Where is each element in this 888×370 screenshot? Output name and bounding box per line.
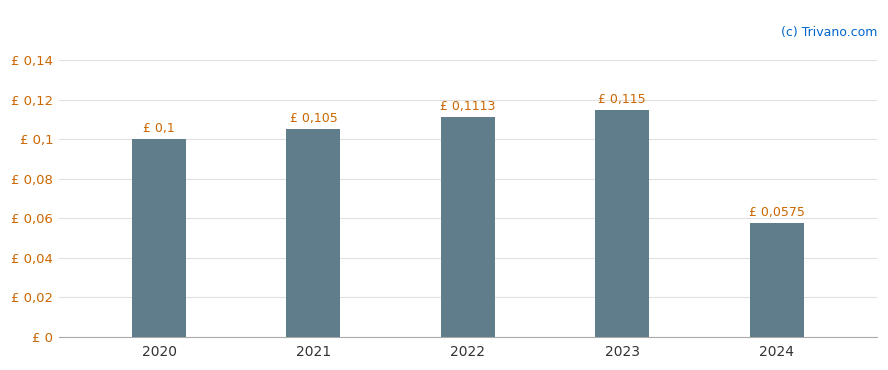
Text: £ 0,1: £ 0,1 — [143, 122, 175, 135]
Text: £ 0,105: £ 0,105 — [289, 112, 337, 125]
Bar — [749, 223, 804, 337]
Text: £ 0,1113: £ 0,1113 — [440, 100, 496, 113]
Text: £ 0,115: £ 0,115 — [599, 92, 646, 105]
Bar — [595, 110, 649, 337]
Bar — [287, 129, 340, 337]
Text: (c) Trivano.com: (c) Trivano.com — [781, 26, 876, 39]
Bar — [132, 139, 186, 337]
Text: £ 0,0575: £ 0,0575 — [749, 206, 805, 219]
Bar — [440, 117, 495, 337]
